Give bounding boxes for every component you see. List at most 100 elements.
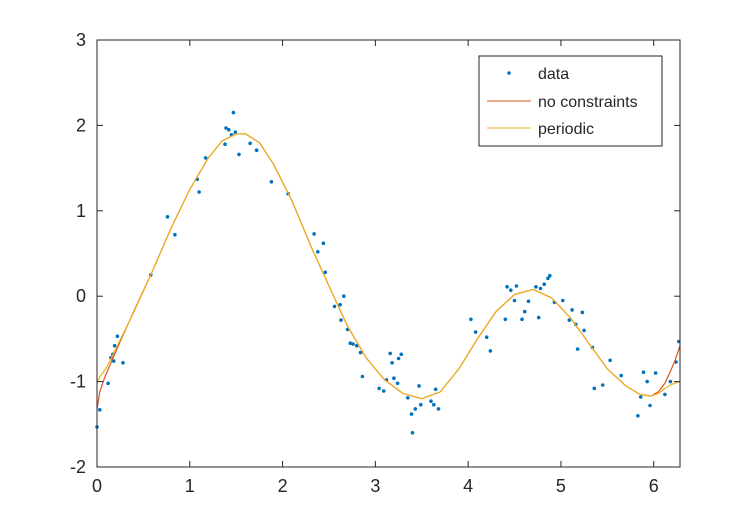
data-point bbox=[254, 148, 259, 152]
x-tick-label: 0 bbox=[92, 476, 102, 496]
data-point bbox=[653, 371, 658, 375]
data-point bbox=[608, 358, 612, 363]
data-point bbox=[396, 356, 401, 361]
data-point bbox=[538, 286, 543, 291]
data-point bbox=[406, 396, 410, 400]
data-point bbox=[663, 392, 667, 397]
x-tick-label: 2 bbox=[278, 476, 288, 496]
data-point bbox=[231, 110, 236, 115]
data-point bbox=[648, 403, 652, 408]
data-point bbox=[390, 361, 394, 365]
data-point bbox=[121, 361, 125, 365]
data-point bbox=[514, 284, 519, 288]
data-point bbox=[227, 127, 231, 132]
data-point bbox=[233, 130, 238, 134]
legend-label-periodic: periodic bbox=[538, 121, 594, 138]
y-tick-label: -2 bbox=[70, 457, 86, 477]
data-point bbox=[469, 317, 473, 322]
data-point bbox=[224, 126, 228, 130]
x-tick-label: 6 bbox=[649, 476, 659, 496]
data-point bbox=[339, 318, 343, 322]
legend-label-no-constraints: no constraints bbox=[538, 94, 638, 111]
data-point bbox=[526, 299, 531, 304]
data-point bbox=[536, 315, 541, 320]
data-point bbox=[348, 341, 353, 346]
data-point bbox=[488, 349, 493, 353]
data-point bbox=[432, 402, 436, 407]
data-point bbox=[570, 308, 574, 312]
y-tick-label: 1 bbox=[76, 201, 86, 221]
data-point bbox=[567, 318, 572, 322]
data-point bbox=[197, 190, 201, 194]
data-point bbox=[503, 317, 508, 322]
data-point bbox=[645, 379, 649, 384]
data-point bbox=[360, 374, 365, 379]
data-point bbox=[399, 352, 404, 357]
data-point bbox=[377, 386, 381, 391]
data-point bbox=[512, 298, 517, 303]
data-point bbox=[548, 273, 552, 278]
data-point bbox=[636, 414, 640, 418]
x-tick-label: 3 bbox=[370, 476, 380, 496]
data-point bbox=[520, 317, 524, 322]
data-point bbox=[417, 384, 421, 388]
data-point bbox=[542, 282, 546, 287]
legend: data no constraints periodic bbox=[478, 55, 663, 147]
data-point bbox=[355, 343, 359, 348]
legend-label-data: data bbox=[538, 66, 569, 83]
axes-box bbox=[96, 39, 681, 468]
y-tick-label: -1 bbox=[70, 372, 86, 392]
y-tick-label: 2 bbox=[76, 115, 86, 135]
y-tick-label: 3 bbox=[76, 30, 86, 50]
data-point bbox=[165, 215, 170, 219]
data-point bbox=[381, 389, 386, 393]
data-point bbox=[203, 156, 208, 160]
data-point bbox=[248, 141, 252, 146]
data-point bbox=[269, 180, 274, 184]
data-point bbox=[413, 407, 418, 411]
y-tick-label: 0 bbox=[76, 286, 86, 306]
data-point bbox=[429, 399, 433, 404]
axes-layer: 0 1 2 3 4 5 6 -2 -1 0 1 2 3 bbox=[70, 30, 681, 496]
data-point bbox=[237, 152, 241, 157]
data-point bbox=[106, 381, 110, 386]
data-point bbox=[638, 395, 643, 399]
data-point bbox=[419, 402, 423, 407]
data-point bbox=[395, 381, 400, 386]
data-point bbox=[410, 431, 415, 435]
data-point bbox=[433, 387, 438, 392]
data-point bbox=[575, 347, 580, 351]
data-point bbox=[332, 304, 337, 309]
data-point bbox=[600, 383, 605, 387]
data-point bbox=[619, 373, 623, 378]
data-point bbox=[112, 343, 117, 348]
data-point bbox=[115, 334, 120, 339]
data-point bbox=[484, 335, 489, 340]
data-point bbox=[351, 342, 355, 346]
x-tick-label: 5 bbox=[556, 476, 566, 496]
data-point bbox=[582, 328, 586, 333]
data-point bbox=[388, 351, 393, 356]
data-point bbox=[316, 250, 320, 254]
data-point bbox=[436, 407, 441, 411]
data-point bbox=[173, 232, 177, 237]
data-point bbox=[641, 370, 646, 375]
x-tick-label: 1 bbox=[185, 476, 195, 496]
data-point bbox=[592, 386, 597, 391]
data-point bbox=[580, 310, 585, 315]
data-point bbox=[323, 270, 328, 275]
data-point bbox=[509, 288, 513, 293]
data-point bbox=[312, 232, 316, 236]
data-point bbox=[473, 330, 478, 334]
series-layer bbox=[95, 110, 681, 435]
data-point bbox=[342, 294, 346, 299]
data-point bbox=[358, 350, 363, 355]
data-point bbox=[338, 302, 342, 307]
data-point bbox=[561, 298, 565, 303]
data-point bbox=[546, 276, 550, 281]
data-point bbox=[392, 376, 396, 381]
data-point bbox=[98, 408, 102, 412]
data-point bbox=[223, 142, 227, 146]
legend-data-marker bbox=[507, 71, 511, 75]
